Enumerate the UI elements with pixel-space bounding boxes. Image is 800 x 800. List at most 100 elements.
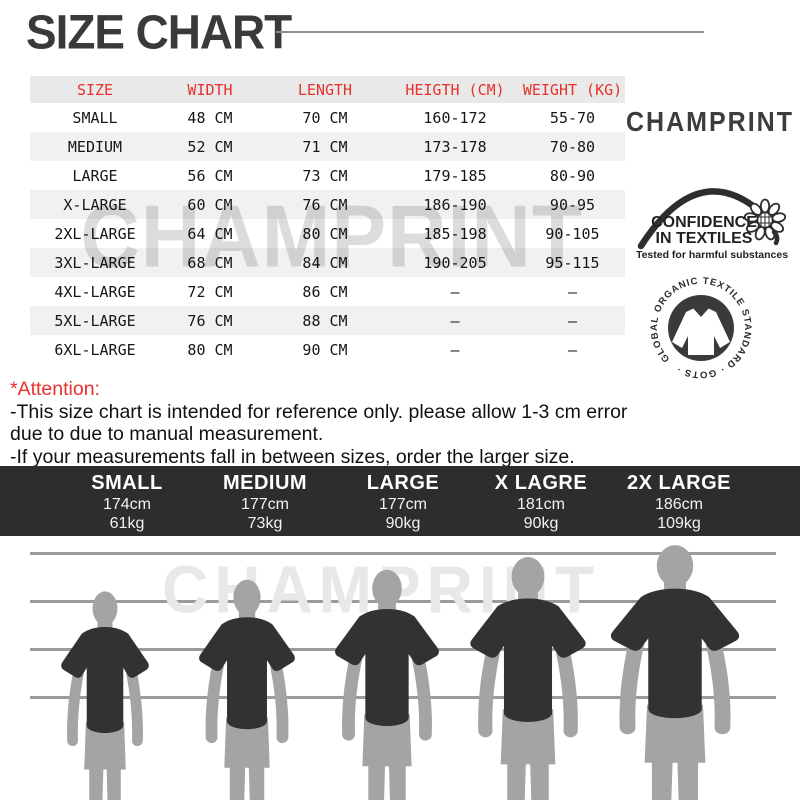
cell-size: 6XL-LARGE (54, 340, 136, 359)
cell-height: 185-198 (423, 224, 487, 243)
model-col-2xlarge: 2X LARGE 186cm 109kg (610, 471, 748, 536)
cell-height: 190-205 (423, 253, 487, 272)
cell-height: – (450, 340, 460, 359)
table-row: X-LARGE 60 CM 76 CM 186-190 90-95 (30, 190, 625, 219)
flower-globe-icon (743, 198, 787, 246)
model-weight-value: 90kg (523, 515, 559, 532)
cell-length: 84 CM (302, 253, 348, 272)
column-header-weight: WEIGHT (KG) (522, 80, 623, 99)
cell-size: 5XL-LARGE (54, 311, 136, 330)
model-col-large: LARGE 177cm 90kg (334, 471, 472, 536)
attention-line: due to due to manual measurement. (10, 423, 324, 445)
attention-line: -If your measurements fall in between si… (10, 445, 575, 468)
table-header-row: SIZE WIDTH LENGTH HEIGTH (CM) WEIGHT (KG… (30, 76, 625, 103)
title-divider-line (276, 31, 704, 33)
page-title: SIZE CHART (26, 4, 292, 60)
cell-size: 2XL-LARGE (54, 224, 136, 243)
model-weight-value: 109kg (657, 515, 701, 532)
shirt-icon (672, 303, 730, 355)
table-row: 5XL-LARGE 76 CM 88 CM – – (30, 306, 625, 335)
cell-length: 80 CM (302, 224, 348, 243)
cell-length: 90 CM (302, 340, 348, 359)
cell-weight: – (567, 340, 578, 359)
man-silhouette-large (323, 566, 451, 800)
cell-weight: 55-70 (549, 108, 596, 127)
model-weight-value: 90kg (385, 515, 421, 532)
cell-height: 160-172 (423, 108, 487, 127)
model-height-value: 181cm (516, 496, 566, 513)
cell-weight: 95-115 (545, 253, 600, 272)
cell-height: – (450, 311, 460, 330)
cell-weight: – (567, 282, 578, 301)
cell-height: 173-178 (423, 137, 487, 156)
oeko-line2: IN TEXTILES (656, 230, 753, 247)
column-header-length: LENGTH (297, 80, 353, 99)
column-header-size: SIZE (76, 80, 114, 99)
table-row: SMALL 48 CM 70 CM 160-172 55-70 (30, 103, 625, 132)
attention-line: -This size chart is intended for referen… (10, 400, 628, 423)
cell-width: 68 CM (187, 253, 233, 272)
cell-width: 60 CM (187, 195, 233, 214)
model-lineup: CHAMPRINT (0, 540, 800, 800)
model-weight-value: 61kg (109, 515, 145, 532)
man-silhouette-medium (188, 576, 306, 800)
model-reference-bar: SMALL 174cm 61kg MEDIUM 177cm 73kg LARGE… (0, 466, 800, 536)
gots-organic-badge: GLOBAL ORGANIC TEXTILE STANDARD · GOTS · (649, 276, 752, 380)
cell-size: 4XL-LARGE (54, 282, 136, 301)
oeko-line3: Tested for harmful substances (636, 249, 788, 261)
brand-logo-text: CHAMPRINT (626, 106, 794, 138)
model-col-medium: MEDIUM 177cm 73kg (196, 471, 334, 536)
model-weight-value: 73kg (247, 515, 283, 532)
cell-height: 186-190 (423, 195, 487, 214)
model-height-value: 177cm (240, 496, 290, 513)
cell-size: LARGE (72, 166, 118, 185)
model-size-label: LARGE (366, 472, 440, 494)
model-col-small: SMALL 174cm 61kg (58, 471, 196, 536)
model-size-label: 2X LARGE (626, 472, 732, 494)
model-height-value: 186cm (654, 496, 704, 513)
oeko-line1: CONFIDENCE (651, 214, 757, 231)
table-row: 4XL-LARGE 72 CM 86 CM – – (30, 277, 625, 306)
cell-width: 80 CM (187, 340, 233, 359)
cell-width: 52 CM (187, 137, 233, 156)
cell-length: 88 CM (302, 311, 348, 330)
man-silhouette-2xlarge (596, 541, 754, 800)
model-height-value: 174cm (102, 496, 152, 513)
table-row: 3XL-LARGE 68 CM 84 CM 190-205 95-115 (30, 248, 625, 277)
model-size-label: MEDIUM (222, 472, 308, 494)
column-header-width: WIDTH (187, 80, 233, 99)
table-row: 2XL-LARGE 64 CM 80 CM 185-198 90-105 (30, 219, 625, 248)
cell-length: 70 CM (302, 108, 348, 127)
model-col-xlarge: X LAGRE 181cm 90kg (472, 471, 610, 536)
cell-length: 73 CM (302, 166, 348, 185)
height-line (30, 600, 776, 603)
model-size-label: SMALL (91, 472, 163, 494)
cell-weight: – (567, 311, 578, 330)
cell-size: MEDIUM (67, 137, 123, 156)
model-size-label: X LAGRE (494, 472, 588, 494)
size-table: SIZE WIDTH LENGTH HEIGTH (CM) WEIGHT (KG… (30, 76, 625, 364)
cell-size: SMALL (72, 108, 118, 127)
cell-width: 48 CM (187, 108, 233, 127)
table-row: MEDIUM 52 CM 71 CM 173-178 70-80 (30, 132, 625, 161)
attention-note: *Attention: -This size chart is intended… (10, 378, 630, 468)
cell-width: 76 CM (187, 311, 233, 330)
cell-length: 76 CM (302, 195, 348, 214)
cell-height: 179-185 (423, 166, 487, 185)
cell-length: 86 CM (302, 282, 348, 301)
cell-size: 3XL-LARGE (54, 253, 136, 272)
table-row: LARGE 56 CM 73 CM 179-185 80-90 (30, 161, 625, 190)
cell-width: 56 CM (187, 166, 233, 185)
man-silhouette-xlarge (457, 553, 599, 800)
cell-size: X-LARGE (63, 195, 127, 214)
table-row: 6XL-LARGE 80 CM 90 CM – – (30, 335, 625, 364)
cell-width: 64 CM (187, 224, 233, 243)
column-header-height: HEIGTH (CM) (405, 80, 505, 99)
confidence-in-textiles-badge: CONFIDENCE IN TEXTILES Tested for harmfu… (636, 188, 788, 261)
man-silhouette-small (51, 588, 159, 800)
cell-weight: 80-90 (549, 166, 596, 185)
height-line (30, 552, 776, 555)
model-height-value: 177cm (378, 496, 428, 513)
cell-weight: 90-105 (545, 224, 600, 243)
